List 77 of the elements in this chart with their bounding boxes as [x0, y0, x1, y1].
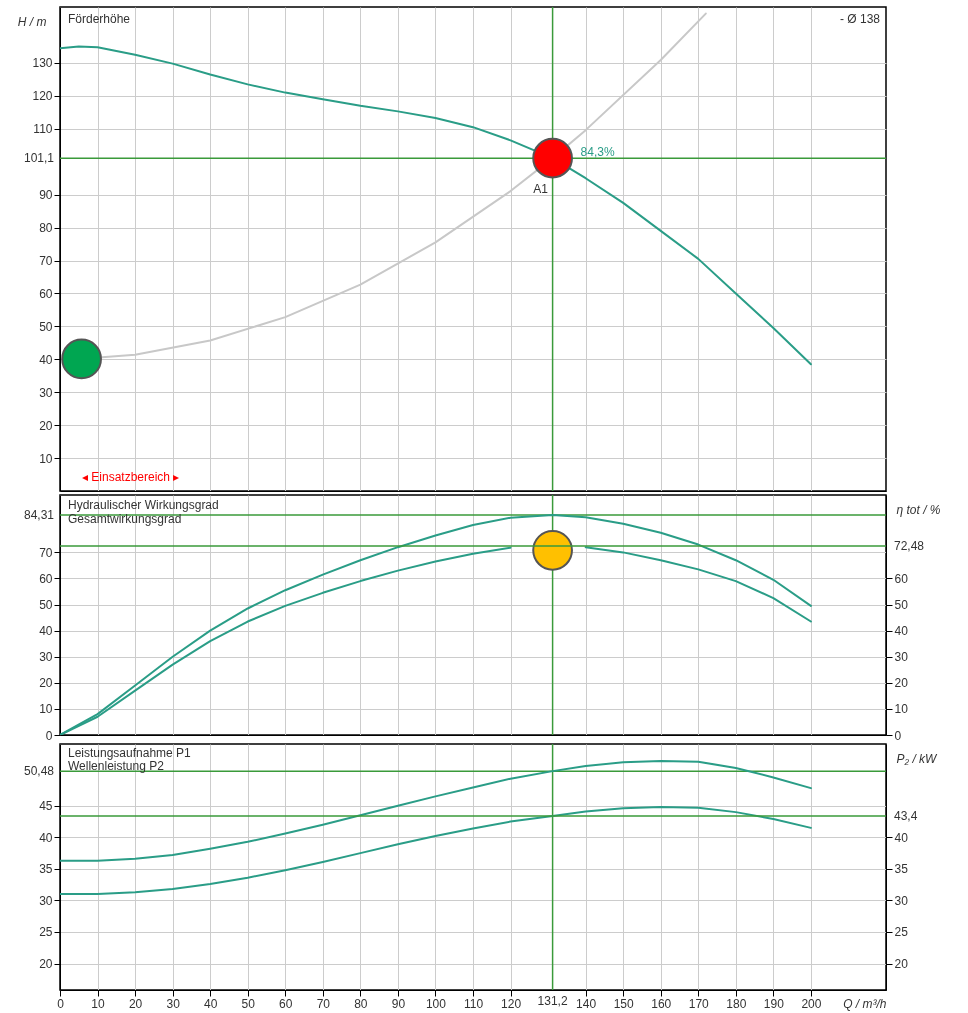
y-tick-label: 35 — [39, 862, 53, 877]
x-tick-label: 20 — [128, 996, 143, 1011]
annotation: - Ø 138 — [839, 12, 881, 26]
y2-tick-label: 20 — [894, 676, 909, 691]
annotation: Leistungsaufnahme P1 — [68, 746, 192, 760]
x-tick-label: 80 — [354, 996, 368, 1011]
y2-tick-label: 25 — [894, 925, 909, 940]
y2-tick-label: 60 — [894, 571, 909, 586]
y-tick-label: 70 — [39, 545, 53, 560]
ref-line-label: 131,2 — [537, 994, 568, 1008]
y2-tick-label: 50 — [894, 598, 909, 613]
y-tick-label: 110 — [33, 122, 53, 137]
x-tick-label: 90 — [391, 996, 406, 1011]
x-tick-label: 30 — [166, 996, 181, 1011]
y-tick-label: 30 — [39, 893, 53, 908]
x-tick-label: 200 — [801, 996, 822, 1011]
x-tick-label: 190 — [763, 996, 785, 1011]
x-tick-label: 140 — [576, 996, 597, 1011]
x-tick-label: 150 — [613, 996, 635, 1011]
y-tick-label: 70 — [39, 254, 53, 269]
y-tick-label: 50 — [39, 598, 53, 613]
y-tick-label: 30 — [39, 650, 53, 665]
y-tick-label: 60 — [39, 286, 53, 301]
y-tick-label: 45 — [39, 799, 53, 814]
x-tick-label: 50 — [241, 996, 256, 1011]
y-tick-label: 90 — [39, 188, 53, 203]
y-tick-label: 10 — [39, 702, 53, 717]
x-tick-label: 160 — [651, 996, 672, 1011]
y-tick-label: 20 — [39, 676, 53, 691]
annotation: ◂ Einsatzbereich ▸ — [82, 470, 180, 484]
y-tick-label: 20 — [39, 957, 53, 972]
y2-tick-label: 20 — [894, 957, 909, 972]
x-tick-label: 180 — [726, 996, 747, 1011]
x-tick-label: 40 — [204, 996, 218, 1011]
ref-line-label: 72,48 — [894, 538, 925, 553]
x-tick-label: 0 — [57, 996, 65, 1011]
y2-tick-label: 30 — [894, 650, 909, 665]
x-axis-title: Q / m³/h — [843, 996, 887, 1011]
y-tick-label: 120 — [32, 89, 53, 104]
annotation: Förderhöhe — [68, 12, 131, 26]
y-tick-label: 30 — [39, 385, 53, 400]
ref-line-label: 101,1 — [23, 151, 55, 166]
x-tick-label: 100 — [425, 996, 447, 1011]
y-tick-label: 130 — [32, 56, 53, 71]
x-tick-label: 110 — [463, 996, 484, 1011]
y2-tick-label: 10 — [894, 702, 909, 717]
y-tick-label: 80 — [39, 221, 53, 236]
x-tick-label: 70 — [316, 996, 331, 1011]
annotation: Gesamtwirkungsgrad — [68, 512, 182, 526]
y-tick-label: 25 — [39, 925, 53, 940]
x-tick-label: 10 — [91, 996, 106, 1011]
y2-axis-title: P₂ / kW — [896, 751, 939, 766]
y-tick-label: 40 — [39, 624, 53, 639]
y2-tick-label: 40 — [894, 830, 909, 845]
y-tick-label: 0 — [45, 728, 53, 743]
annotation: Hydraulischer Wirkungsgrad — [68, 498, 219, 512]
y2-axis-title: η tot / % — [896, 502, 941, 517]
y2-tick-label: 35 — [894, 862, 909, 877]
y2-tick-label: 30 — [894, 893, 909, 908]
y2-tick-label: 40 — [894, 624, 909, 639]
annotation: 84,3% — [580, 145, 615, 160]
x-tick-label: 170 — [688, 996, 710, 1011]
ref-line-label: 43,4 — [894, 808, 918, 823]
y-tick-label: 60 — [39, 571, 53, 586]
y-tick-label: 40 — [39, 352, 53, 367]
y-tick-label: 40 — [39, 830, 53, 845]
x-tick-label: 120 — [501, 996, 522, 1011]
ref-line-label: 84,31 — [23, 508, 55, 523]
ref-line-label: 50,48 — [23, 764, 55, 779]
y-axis-title: H / m — [17, 14, 47, 29]
y2-tick-label: 0 — [894, 728, 902, 743]
y-tick-label: 20 — [39, 418, 53, 433]
annotation: Wellenleistung P2 — [68, 759, 165, 773]
x-tick-label: 60 — [279, 996, 293, 1011]
annotation: A1 — [533, 182, 549, 197]
y-tick-label: 50 — [39, 319, 53, 334]
y-tick-label: 10 — [39, 451, 53, 466]
